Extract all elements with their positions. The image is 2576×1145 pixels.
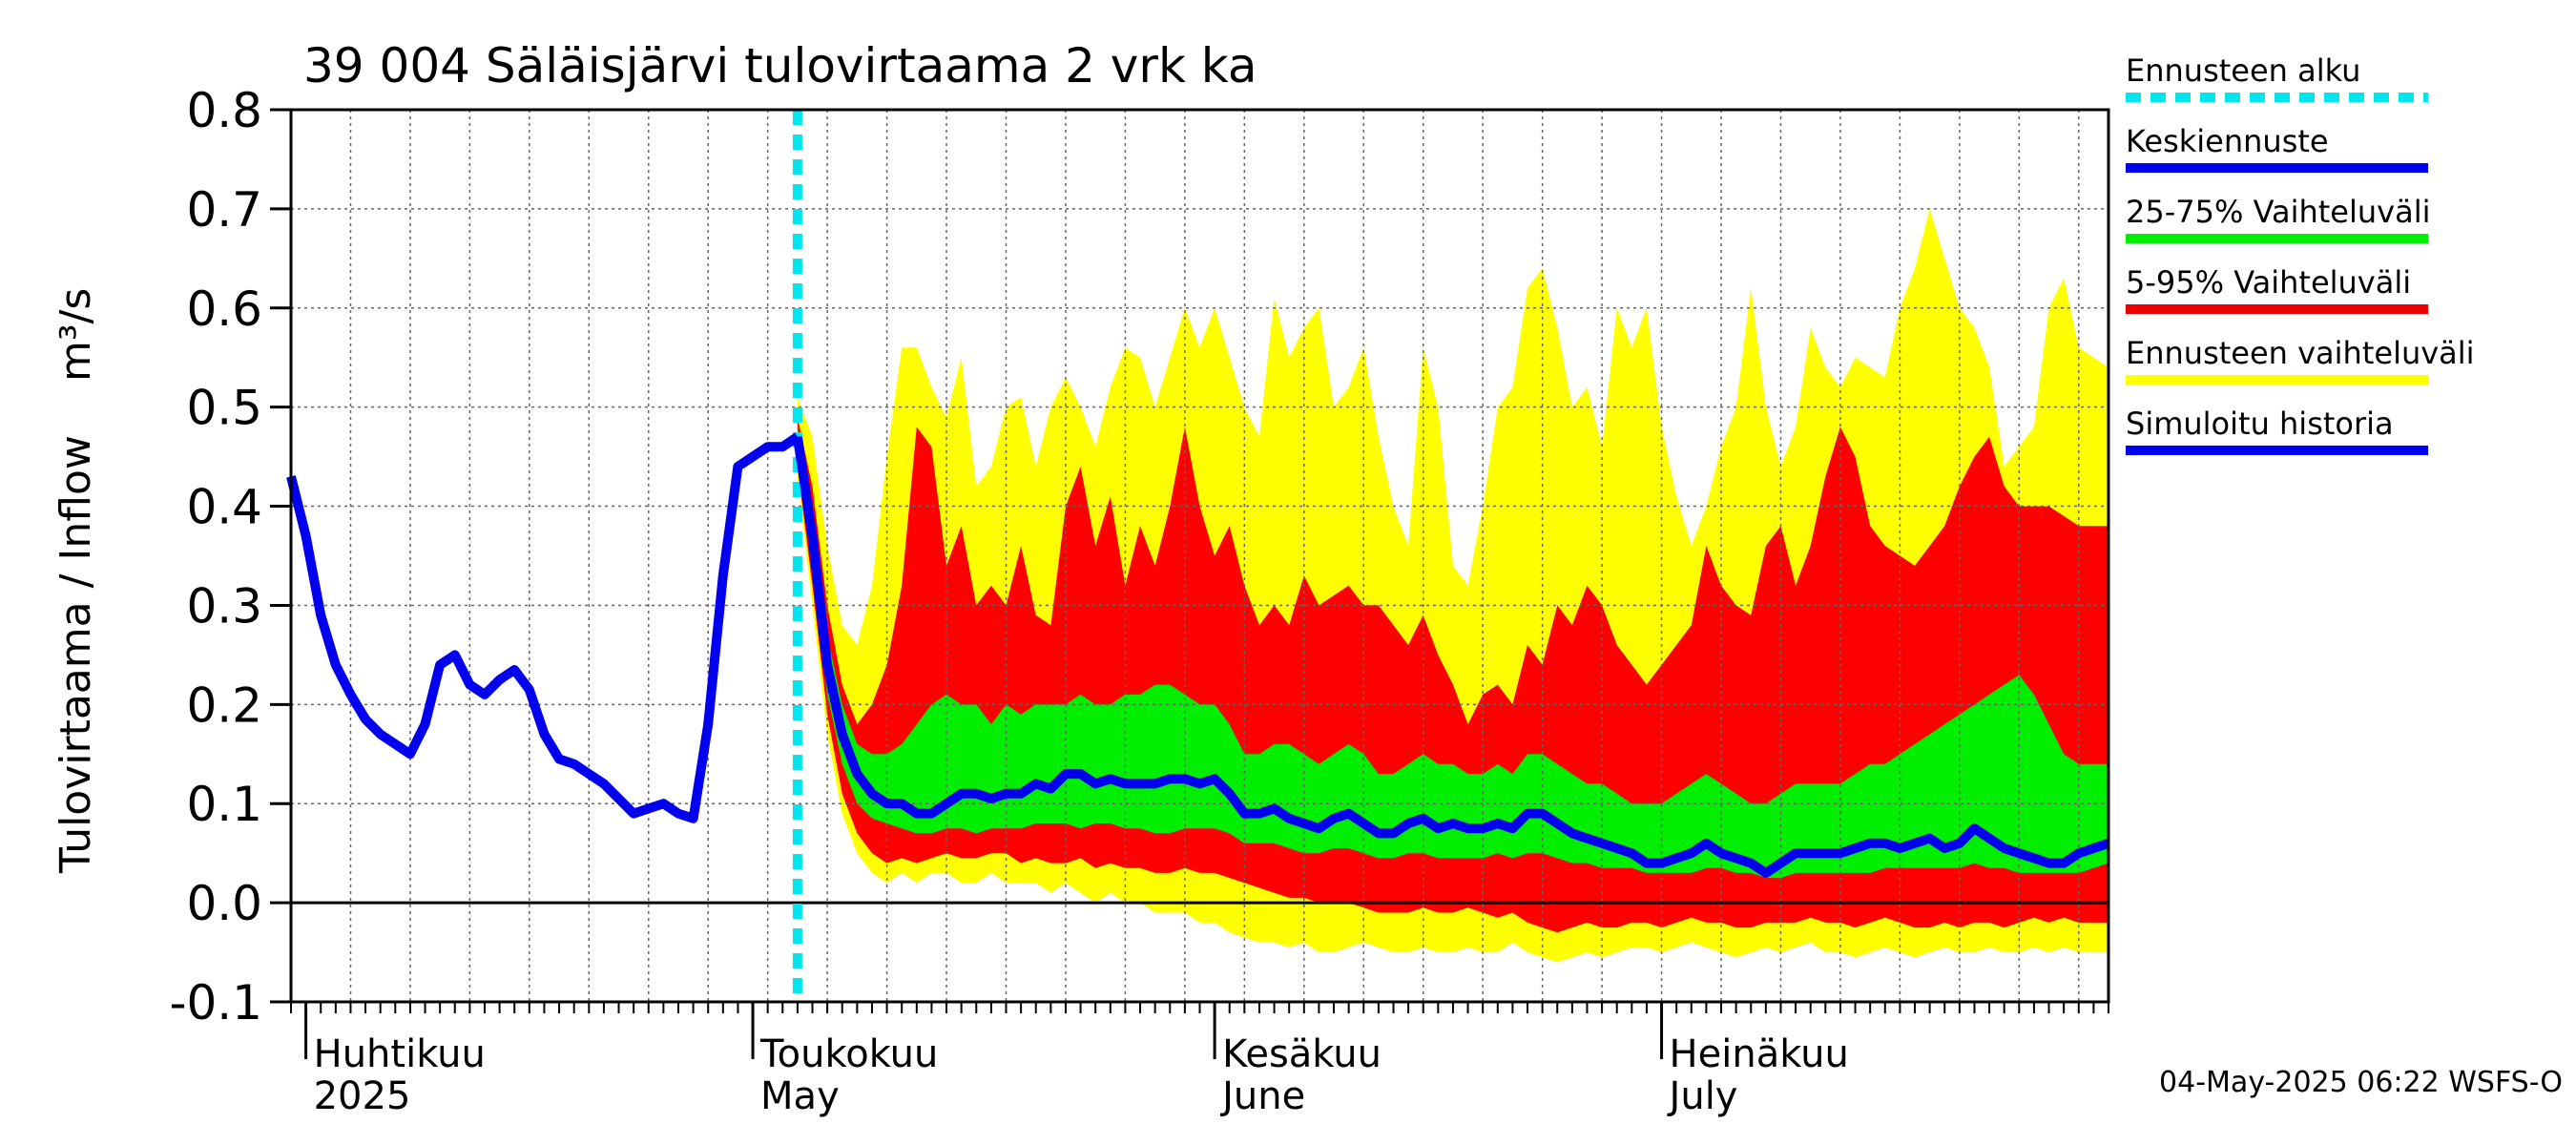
legend-label: Simuloitu historia — [2126, 406, 2394, 442]
legend-label: Ennusteen alku — [2126, 52, 2360, 89]
y-axis-label: Tulovirtaama / Inflow — [52, 435, 100, 874]
y-tick-label: 0.6 — [186, 281, 262, 337]
y-axis-unit: m³/s — [52, 288, 100, 382]
legend-label: Keskiennuste — [2126, 123, 2329, 159]
x-month-sublabel: 2025 — [314, 1074, 411, 1118]
x-month-label: Heinäkuu — [1670, 1032, 1849, 1076]
x-month-label: Kesäkuu — [1222, 1032, 1381, 1076]
axes: -0.1 0.0 0.1 0.2 0.3 0.4 0.5 0.6 0.7 0.8 Huhtikuu2… — [169, 83, 2110, 1118]
x-month-sublabel: June — [1219, 1074, 1305, 1118]
x-month-sublabel: July — [1667, 1074, 1738, 1118]
y-tick-label: 0.0 — [186, 876, 262, 931]
x-month-label: Toukokuu — [759, 1032, 938, 1076]
legend-label: Ennusteen vaihteluväli — [2126, 335, 2475, 371]
legend-label: 25-75% Vaihteluväli — [2126, 194, 2430, 230]
series-lines — [286, 110, 2110, 1002]
y-tick-label: 0.1 — [186, 777, 262, 832]
y-tick-label: 0.5 — [186, 381, 262, 436]
y-tick-label: 0.2 — [186, 677, 262, 733]
y-tick-label: 0.8 — [186, 83, 262, 138]
x-month-sublabel: May — [760, 1074, 840, 1118]
grid — [291, 109, 2109, 1003]
y-tick-label: 0.7 — [186, 182, 262, 238]
history-line — [286, 432, 800, 823]
chart-title: 39 004 Säläisjärvi tulovirtaama 2 vrk ka — [303, 38, 1257, 94]
x-month-label: Huhtikuu — [314, 1032, 486, 1076]
y-tick-label: 0.3 — [186, 578, 262, 634]
legend: Ennusteen alku Keskiennuste 25-75% Vaihtel… — [2126, 52, 2475, 455]
legend-label: 5-95% Vaihteluväli — [2126, 264, 2411, 301]
timestamp-footer: 04-May-2025 06:22 WSFS-O — [2159, 1066, 2563, 1099]
y-tick-label: 0.4 — [186, 480, 262, 535]
median-forecast-line — [792, 436, 2110, 878]
y-tick-label: -0.1 — [169, 975, 262, 1030]
y-axis-label-group: Tulovirtaama / Inflow m³/s — [52, 288, 100, 874]
